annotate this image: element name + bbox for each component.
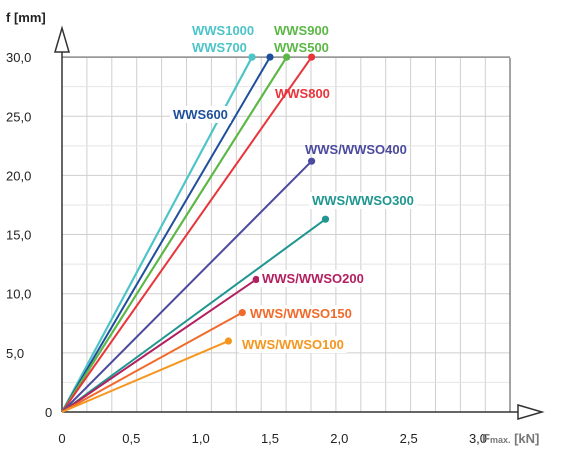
series-end-point xyxy=(248,53,256,61)
series-label: WWS900 xyxy=(274,23,329,38)
series-label-background xyxy=(309,192,417,209)
series-end-point xyxy=(308,53,316,61)
series-label: WWS500 xyxy=(274,40,329,55)
y-tick-label: 10,0 xyxy=(6,287,31,302)
y-tick-label: 20,0 xyxy=(6,168,31,183)
series-end-point xyxy=(308,157,316,165)
y-tick-label: 15,0 xyxy=(6,228,31,243)
series-end-point xyxy=(283,53,291,61)
y-tick-labels: 0 5,0 10,0 15,0 20,0 25,0 30,0 xyxy=(6,50,52,420)
series-line xyxy=(61,278,257,413)
series-label: WWS/WWSO200 xyxy=(262,271,364,286)
x-tick-label: 1,0 xyxy=(192,431,210,446)
series-end-point xyxy=(321,215,330,223)
grid xyxy=(62,56,511,412)
series-label: WWS700 xyxy=(192,40,247,55)
x-tick-label: 2,5 xyxy=(400,431,418,446)
y-axis-arrow xyxy=(54,25,70,53)
x-axis-title-symbol: F xyxy=(482,431,490,446)
series-end-point xyxy=(238,309,246,317)
series-line xyxy=(61,56,313,413)
series-labels: WWS1000 WWS700 WWS600 WWS900 WWS500 WWS800 WWS… xyxy=(170,23,417,353)
x-tick-labels: 0 0,5 1,0 1,5 2,0 2,5 3,0 xyxy=(58,431,487,446)
series-end-point xyxy=(266,53,274,61)
series-end-point xyxy=(224,337,233,345)
series-label: WWS/WWSO300 xyxy=(312,193,414,208)
x-tick-label: 0,5 xyxy=(122,431,140,446)
series-label: WWS600 xyxy=(173,107,228,122)
series-label: WWS/WWSO150 xyxy=(250,306,352,321)
x-tick-label: 0 xyxy=(58,431,65,446)
series-line xyxy=(61,218,327,413)
x-axis-title-subscript: max. xyxy=(490,435,511,445)
series-line xyxy=(61,340,229,413)
series-end-point xyxy=(252,275,260,284)
x-axis-title: Fmax. [kN] xyxy=(482,431,539,446)
x-axis-title-unit: [kN] xyxy=(510,431,539,446)
series-label: WWS/WWSO100 xyxy=(242,337,344,352)
series-label: WWS1000 xyxy=(192,23,254,38)
series-label: WWS/WWSO400 xyxy=(305,142,407,157)
series-label-background xyxy=(259,270,367,287)
series-line xyxy=(61,160,313,413)
series-line xyxy=(61,56,271,413)
y-tick-label: 25,0 xyxy=(6,109,31,124)
series-label-background xyxy=(247,305,355,322)
series-line xyxy=(61,56,288,413)
y-axis-title: f [mm] xyxy=(6,10,46,25)
series-label-background xyxy=(170,106,231,123)
x-axis-arrow xyxy=(517,404,545,420)
axes xyxy=(54,25,545,420)
series-lines xyxy=(61,53,330,413)
x-tick-label: 2,0 xyxy=(330,431,348,446)
x-tick-label: 1,5 xyxy=(261,431,279,446)
y-tick-label: 5,0 xyxy=(6,346,24,361)
y-tick-label: 0 xyxy=(45,405,52,420)
series-label: WWS800 xyxy=(275,86,330,101)
series-label-background xyxy=(239,336,347,353)
x-tick-label: 3,0 xyxy=(469,431,487,446)
series-line xyxy=(61,311,243,413)
y-tick-label: 30,0 xyxy=(6,50,31,65)
